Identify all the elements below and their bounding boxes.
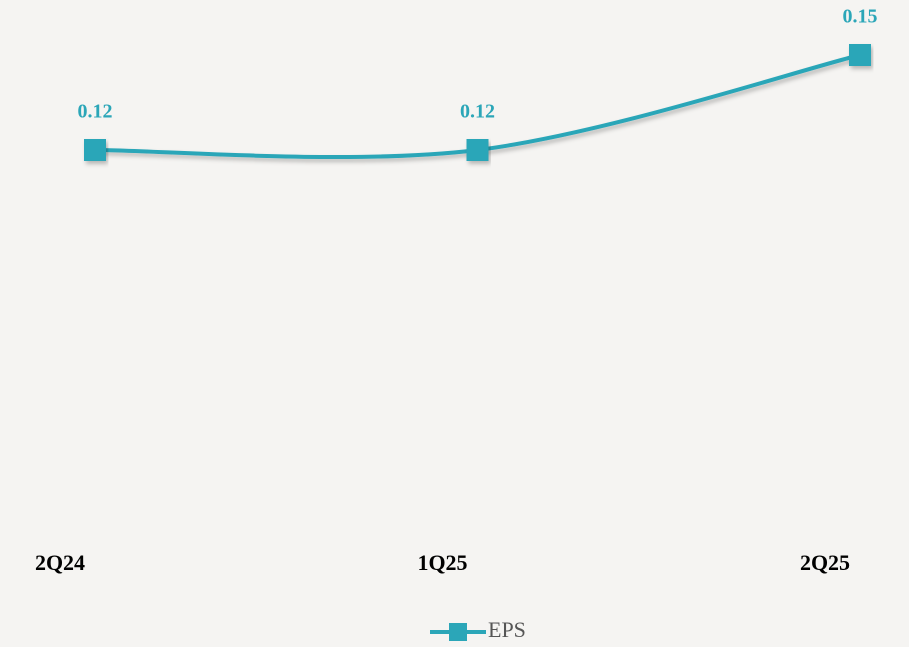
data-label: 0.12 xyxy=(78,101,113,123)
marker xyxy=(466,139,489,161)
marker xyxy=(84,139,106,161)
x-tick-label: 1Q25 xyxy=(417,550,467,575)
legend-label: EPS xyxy=(488,617,526,642)
data-label: 0.15 xyxy=(843,6,878,28)
legend-marker xyxy=(449,623,467,641)
x-tick-label: 2Q25 xyxy=(800,550,850,575)
marker xyxy=(849,44,871,66)
data-label: 0.12 xyxy=(460,101,495,123)
x-tick-label: 2Q24 xyxy=(35,550,85,575)
